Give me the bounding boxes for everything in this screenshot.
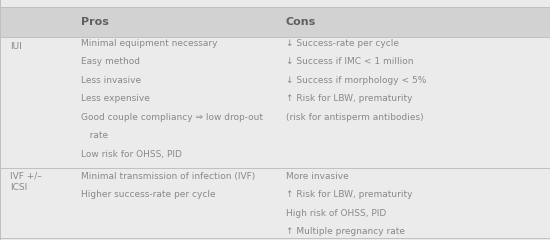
Text: Cons: Cons [286,17,316,27]
Text: ↓ Success if morphology < 5%: ↓ Success if morphology < 5% [286,76,426,85]
Text: More invasive: More invasive [286,172,349,181]
Text: IVF +/–
ICSI: IVF +/– ICSI [10,172,42,192]
Text: ↑ Multiple pregnancy rate: ↑ Multiple pregnancy rate [286,227,405,236]
Text: rate: rate [81,131,108,140]
Text: Good couple compliancy ⇒ low drop-out: Good couple compliancy ⇒ low drop-out [81,113,263,122]
Text: IUI: IUI [10,42,21,51]
Text: Minimal equipment necessary: Minimal equipment necessary [81,39,218,48]
Text: ↑ Risk for LBW, prematurity: ↑ Risk for LBW, prematurity [286,94,412,103]
Text: Less invasive: Less invasive [81,76,141,85]
Text: (risk for antisperm antibodies): (risk for antisperm antibodies) [286,113,424,122]
Text: ↓ Success if IMC < 1 million: ↓ Success if IMC < 1 million [286,57,414,66]
Text: Easy method: Easy method [81,57,140,66]
Text: Low risk for OHSS, PID: Low risk for OHSS, PID [81,150,182,159]
Bar [0,7,550,37]
Text: ↑ Risk for LBW, prematurity: ↑ Risk for LBW, prematurity [286,190,412,199]
Text: Minimal transmission of infection (IVF): Minimal transmission of infection (IVF) [81,172,256,181]
Text: Pros: Pros [81,17,109,27]
Text: Higher success-rate per cycle: Higher success-rate per cycle [81,190,216,199]
Text: Less expensive: Less expensive [81,94,150,103]
Text: High risk of OHSS, PID: High risk of OHSS, PID [286,209,386,218]
Text: ↓ Success-rate per cycle: ↓ Success-rate per cycle [286,39,399,48]
